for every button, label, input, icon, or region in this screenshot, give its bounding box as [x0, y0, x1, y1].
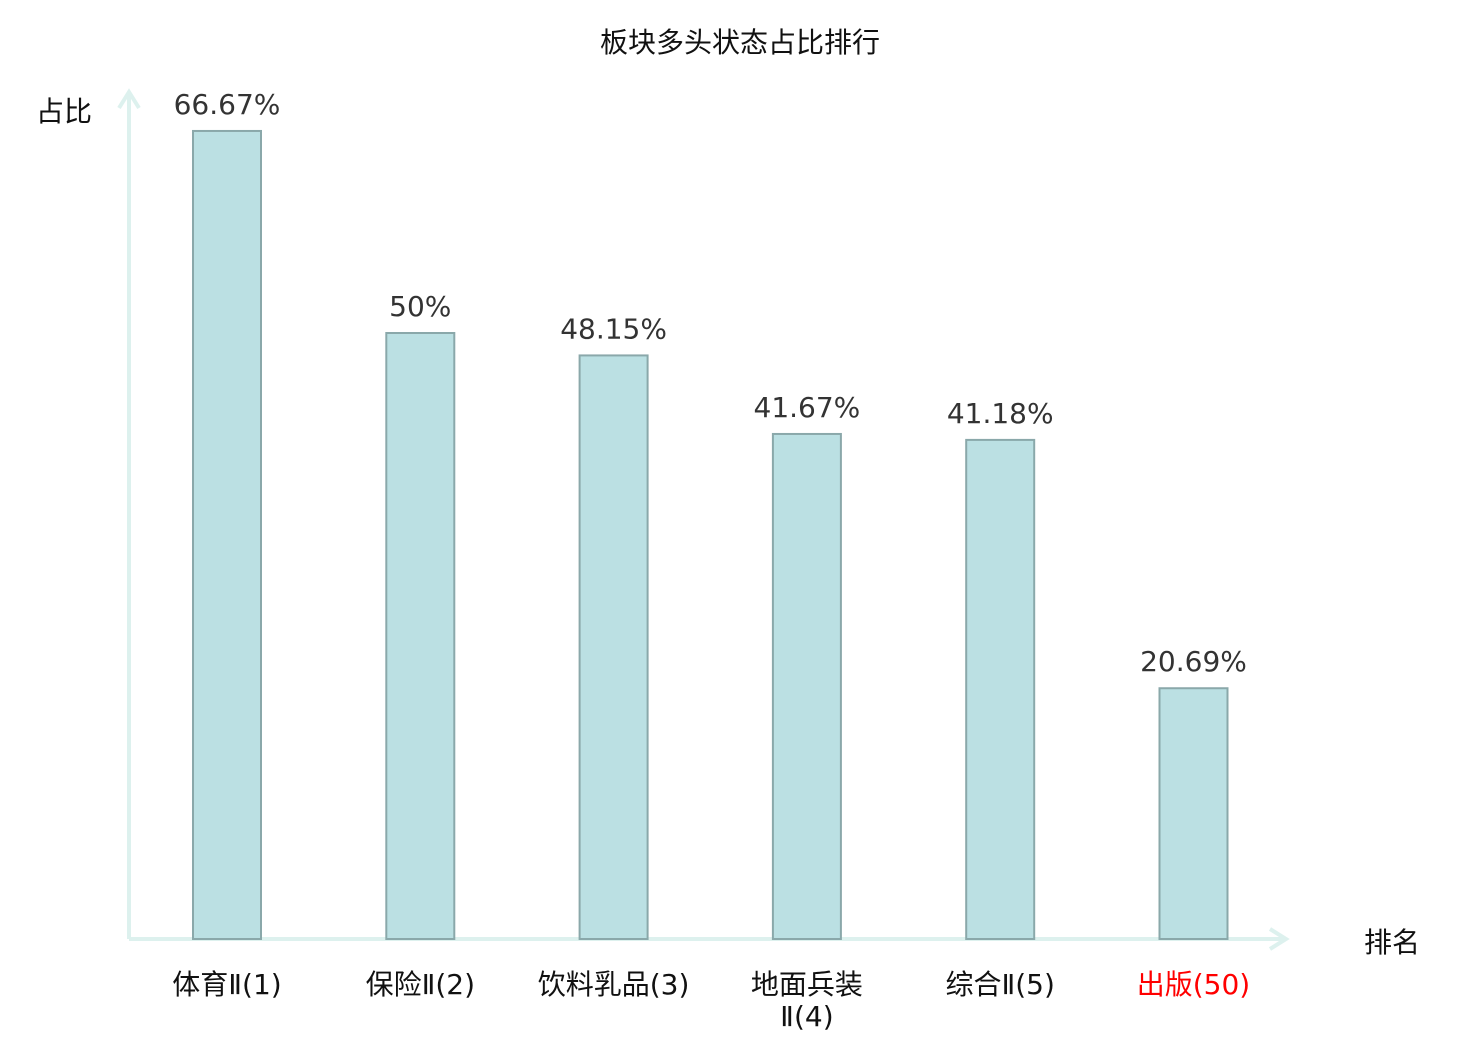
x-tick-label: 综合Ⅱ(5) — [945, 968, 1054, 1001]
bar-value-label: 41.18% — [947, 397, 1054, 430]
bar-value-label: 48.15% — [560, 312, 667, 345]
bar — [385, 332, 456, 940]
bar — [1158, 687, 1229, 940]
x-axis-arrow — [1268, 927, 1290, 951]
bar — [965, 438, 1036, 940]
x-tick-label: 体育Ⅱ(1) — [172, 968, 281, 1001]
bar — [771, 432, 842, 940]
bar-value-label: 50% — [389, 290, 451, 323]
bar — [192, 129, 262, 940]
x-axis-label: 排名 — [1364, 926, 1420, 959]
chart-title: 板块多头状态占比排行 — [600, 26, 880, 59]
bar — [578, 354, 649, 940]
bar-value-label: 41.67% — [754, 391, 861, 424]
x-tick-label: 饮料乳品(3) — [538, 968, 690, 1001]
bar-value-label: 66.67% — [174, 88, 281, 121]
x-tick-label: 地面兵装 Ⅱ(4) — [751, 968, 863, 1033]
bar-value-label: 20.69% — [1140, 645, 1247, 678]
x-tick-label: 出版(50) — [1137, 968, 1250, 1001]
x-tick-label: 保险Ⅱ(2) — [366, 968, 475, 1001]
y-axis-label: 占比 — [36, 95, 92, 128]
y-axis-arrow — [117, 88, 141, 110]
